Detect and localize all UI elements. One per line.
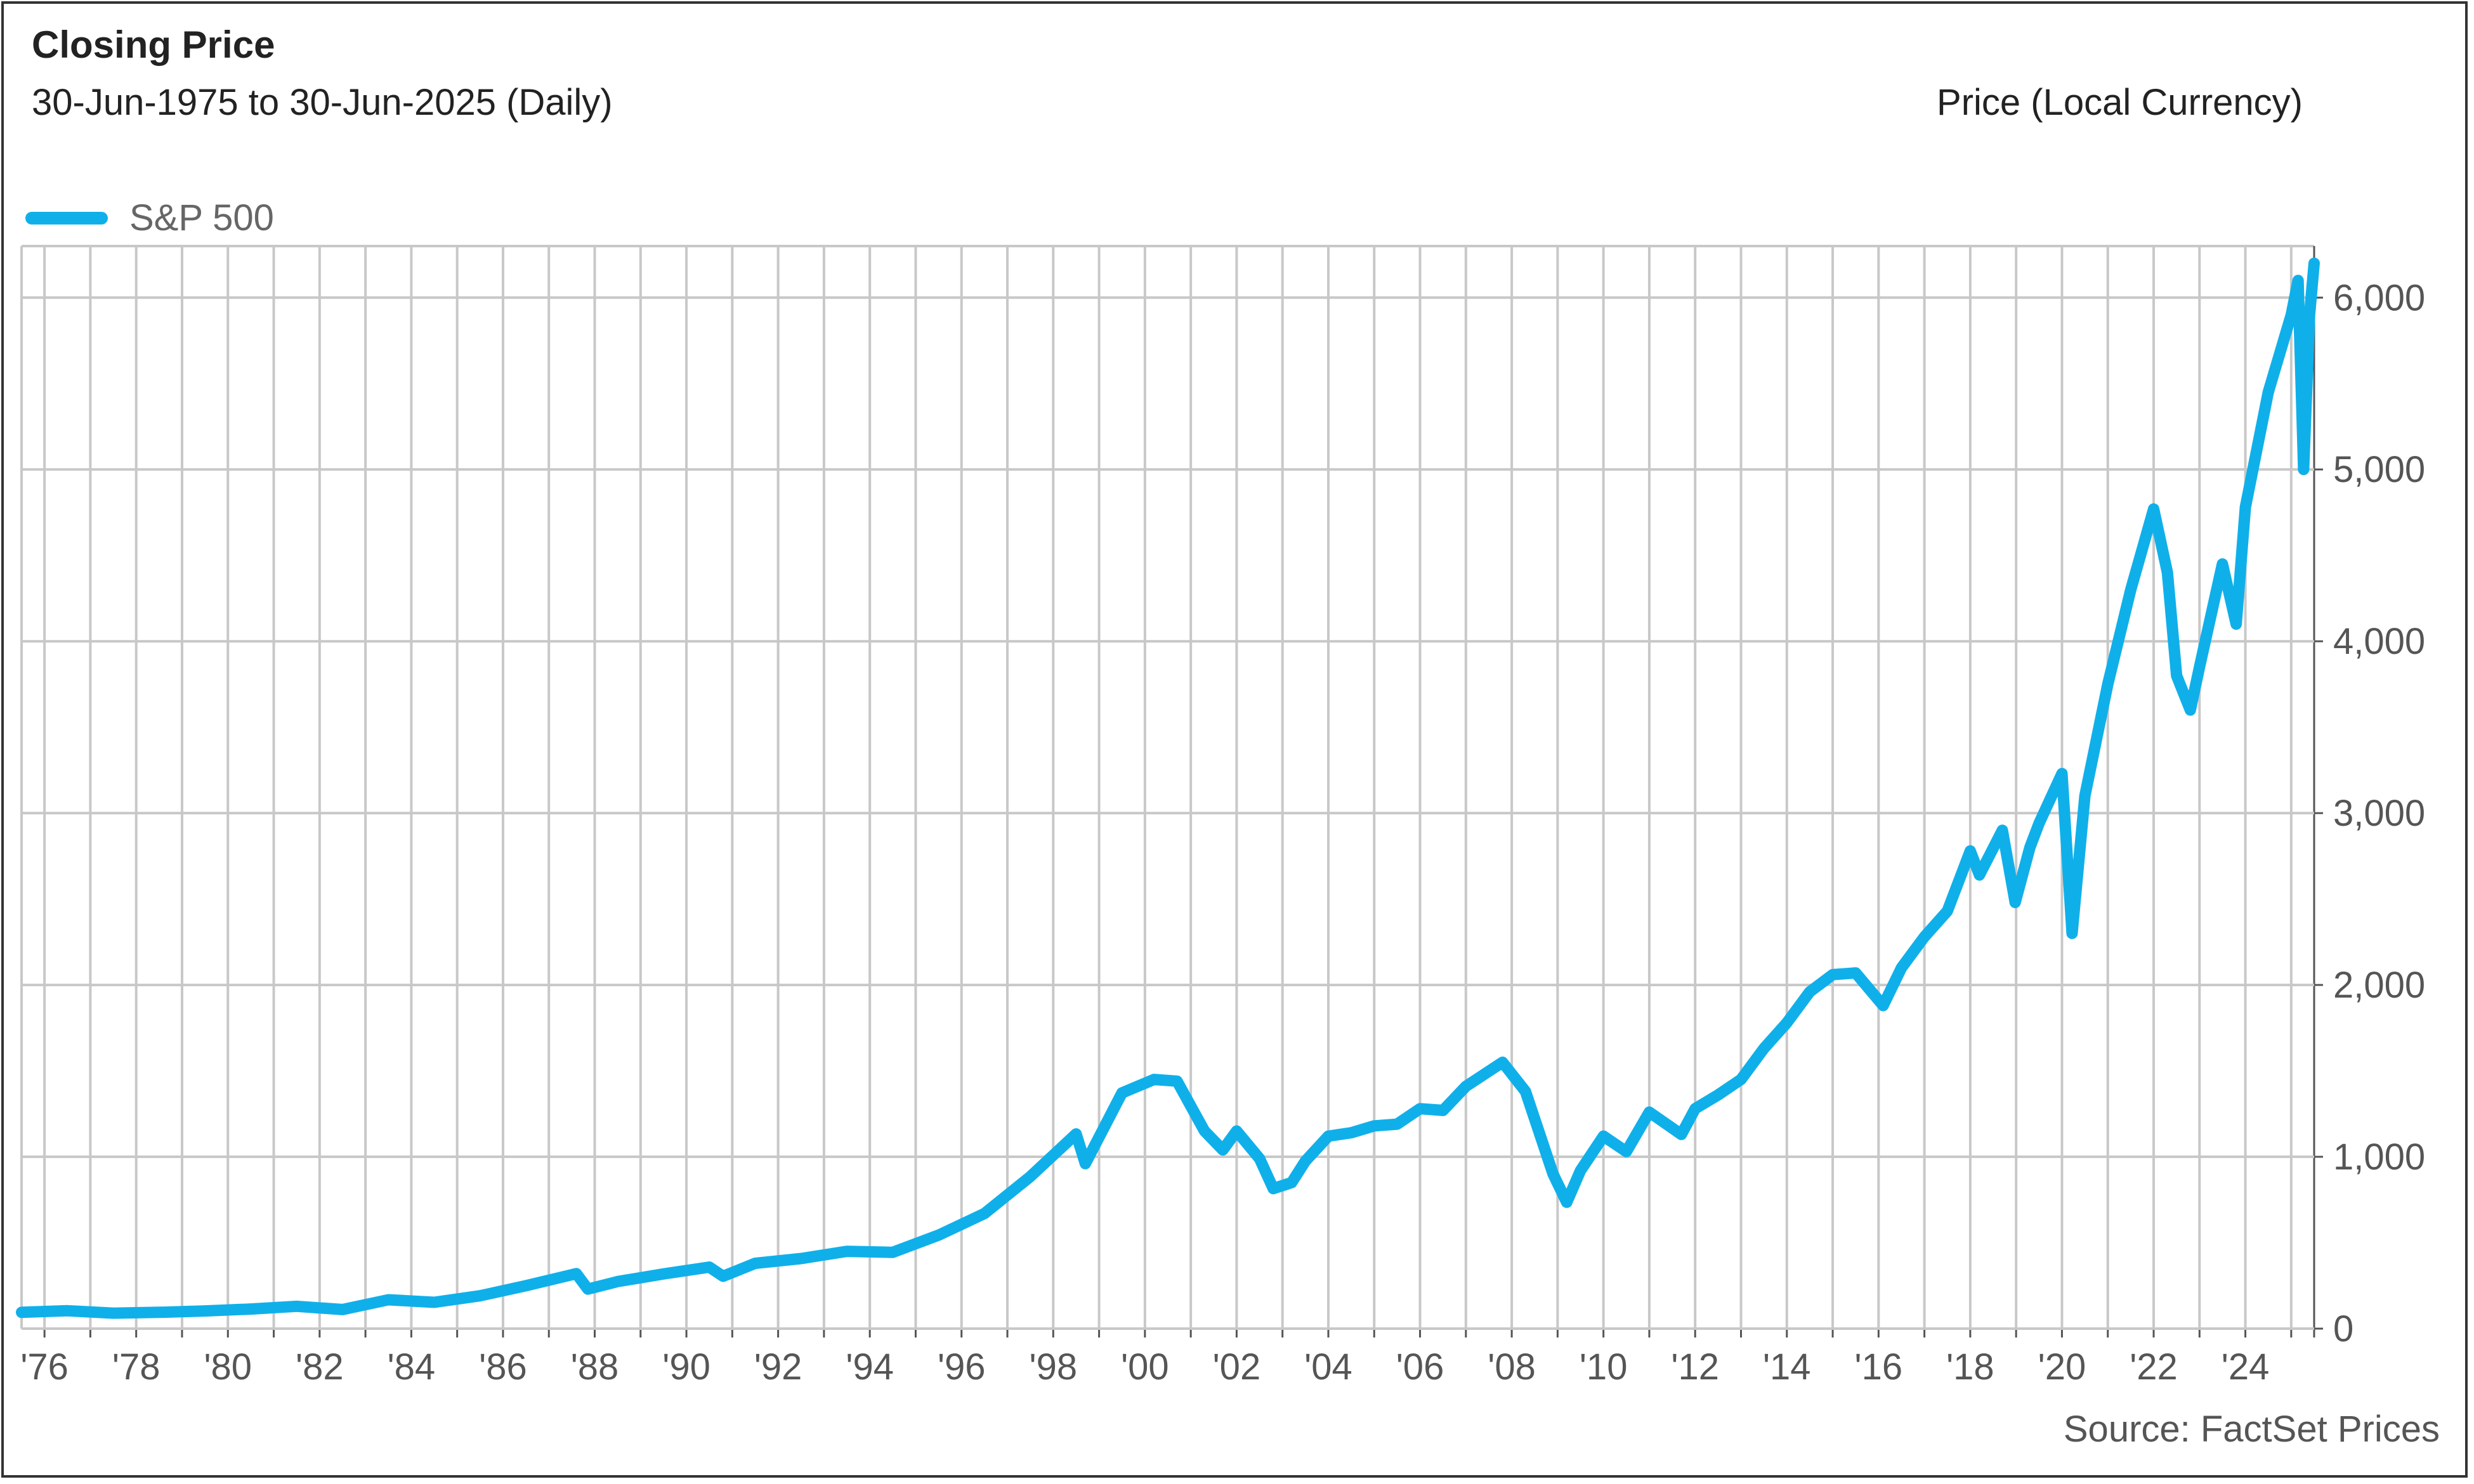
x-tick-label: '18 bbox=[1946, 1346, 1994, 1388]
legend-swatch bbox=[25, 211, 108, 225]
x-tick-label: '14 bbox=[1763, 1346, 1811, 1388]
x-tick-label: '98 bbox=[1030, 1346, 1078, 1388]
x-tick-label: '78 bbox=[112, 1346, 160, 1388]
y-tick-label: 4,000 bbox=[2333, 621, 2425, 662]
y-axis-unit-label: Price (Local Currency) bbox=[1937, 82, 2303, 123]
chart-subtitle: 30-Jun-1975 to 30-Jun-2025 (Daily) bbox=[32, 82, 613, 123]
x-tick-label: '04 bbox=[1304, 1346, 1352, 1388]
y-tick-label: 0 bbox=[2333, 1308, 2353, 1350]
y-axis: 0 1,000 2,000 3,000 4,000 5,000 6,000 bbox=[2314, 277, 2425, 1350]
grid bbox=[20, 245, 2315, 1338]
legend-label: S&P 500 bbox=[129, 197, 274, 238]
x-tick-label: '86 bbox=[479, 1346, 527, 1388]
x-tick-label: '94 bbox=[846, 1346, 894, 1388]
x-tick-label: '02 bbox=[1213, 1346, 1261, 1388]
y-tick-label: 2,000 bbox=[2333, 965, 2425, 1006]
x-tick-label: '00 bbox=[1121, 1346, 1169, 1388]
x-tick-label: '92 bbox=[754, 1346, 802, 1388]
x-tick-label: '96 bbox=[938, 1346, 986, 1388]
source-note: Source: FactSet Prices bbox=[2063, 1409, 2440, 1450]
x-tick-label: '08 bbox=[1488, 1346, 1536, 1388]
x-axis: '76 '78 '80 '82 '84 '86 '88 '90 '92 '94 '96 '98 '00 '… bbox=[20, 1346, 2269, 1388]
y-tick-label: 5,000 bbox=[2333, 449, 2425, 490]
series-line-sp500 bbox=[16, 257, 2320, 1319]
x-tick-label: '90 bbox=[662, 1346, 710, 1388]
series-layer bbox=[16, 257, 2320, 1319]
x-tick-label: '76 bbox=[20, 1346, 69, 1388]
x-tick-label: '24 bbox=[2222, 1346, 2270, 1388]
y-tick-label: 3,000 bbox=[2333, 793, 2425, 834]
y-tick-label: 6,000 bbox=[2333, 277, 2425, 318]
x-tick-label: '82 bbox=[296, 1346, 344, 1388]
x-tick-label: '80 bbox=[204, 1346, 252, 1388]
x-tick-label: '84 bbox=[388, 1346, 436, 1388]
x-tick-label: '06 bbox=[1396, 1346, 1444, 1388]
x-tick-label: '12 bbox=[1671, 1346, 1719, 1388]
legend: S&P 500 bbox=[25, 197, 274, 239]
x-tick-label: '16 bbox=[1855, 1346, 1903, 1388]
y-tick-label: 1,000 bbox=[2333, 1136, 2425, 1178]
x-tick-label: '88 bbox=[571, 1346, 619, 1388]
x-tick-label: '10 bbox=[1580, 1346, 1628, 1388]
chart-title: Closing Price bbox=[32, 23, 275, 66]
x-tick-label: '20 bbox=[2038, 1346, 2086, 1388]
x-tick-label: '22 bbox=[2130, 1346, 2178, 1388]
